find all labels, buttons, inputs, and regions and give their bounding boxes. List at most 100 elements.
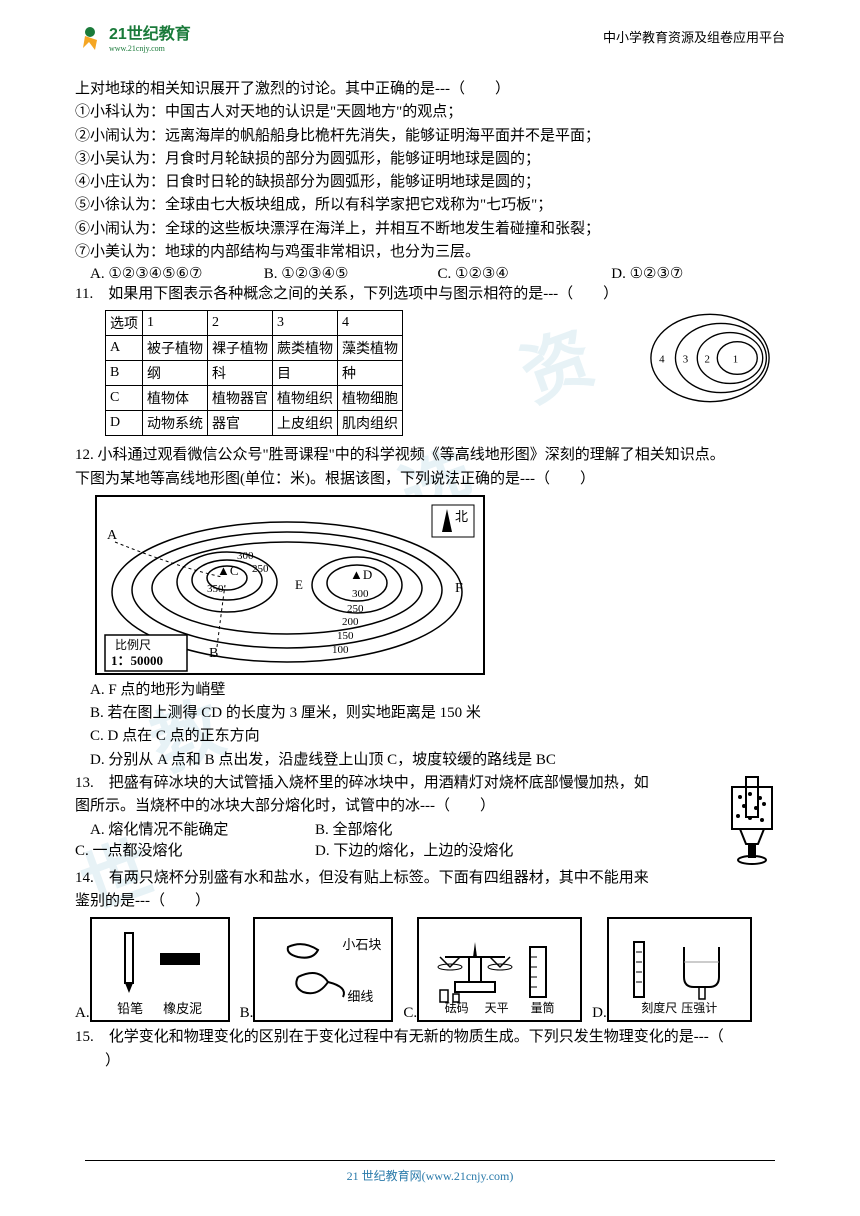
td: 植物组织 xyxy=(273,386,338,411)
label: 小石块 xyxy=(342,934,381,953)
td: 藻类植物 xyxy=(338,336,403,361)
th: 3 xyxy=(273,311,338,336)
td: D xyxy=(106,411,143,436)
q10-optA: A. ①②③④⑤⑥⑦ xyxy=(90,264,264,283)
q10-optD: D. ①②③⑦ xyxy=(611,264,785,283)
q14-box-a: 铅笔 橡皮泥 xyxy=(90,917,230,1022)
logo: 21世纪教育 www.21cnjy.com xyxy=(75,20,191,53)
svg-text:350: 350 xyxy=(207,583,224,595)
q10-s5: ⑤小徐认为：全球由七大板块组成，所以有科学家把它戏称为"七巧板"； xyxy=(75,194,785,217)
q14-box-d: 刻度尺 压强计 xyxy=(607,917,752,1022)
q14-b-prefix: B. xyxy=(240,1005,254,1022)
svg-text:100: 100 xyxy=(332,644,349,656)
page-footer: 21 世纪教育网(www.21cnjy.com) xyxy=(0,1160,860,1184)
svg-text:250: 250 xyxy=(252,563,269,575)
svg-text:4: 4 xyxy=(659,354,665,366)
td: C xyxy=(106,386,143,411)
q12-optA: A. F 点的地形为峭壁 xyxy=(75,679,785,702)
label: 铅笔 xyxy=(117,998,143,1017)
svg-text:2: 2 xyxy=(705,354,710,366)
q10-s6: ⑥小闹认为：全球的这些板块漂浮在海洋上，并相互不断地发生着碰撞和张裂； xyxy=(75,218,785,241)
svg-text:比例尺: 比例尺 xyxy=(115,638,151,652)
svg-text:▲C: ▲C xyxy=(217,563,239,578)
venn-diagram: 4 3 2 1 xyxy=(645,308,775,408)
svg-text:1：50000: 1：50000 xyxy=(111,653,163,668)
th: 选项 xyxy=(106,311,143,336)
q12-optC: C. D 点在 C 点的正东方向 xyxy=(75,725,785,748)
svg-text:200: 200 xyxy=(342,616,359,628)
td: 纲 xyxy=(143,361,208,386)
td: 肌肉组织 xyxy=(338,411,403,436)
td: 动物系统 xyxy=(143,411,208,436)
td: 蕨类植物 xyxy=(273,336,338,361)
q10-s2: ②小闹认为：远离海岸的帆船船身比桅杆先消失，能够证明海平面并不是平面； xyxy=(75,125,785,148)
q13-optD: D. 下边的熔化，上边的没熔化 xyxy=(315,839,513,860)
svg-text:E: E xyxy=(295,577,303,592)
q10-optB: B. ①②③④⑤ xyxy=(264,264,438,283)
q14-box-b: 小石块 细线 xyxy=(253,917,393,1022)
svg-text:北: 北 xyxy=(455,509,468,524)
th: 4 xyxy=(338,311,403,336)
q14-c-prefix: C. xyxy=(403,1005,417,1022)
q10-s7: ⑦小美认为：地球的内部结构与鸡蛋非常相识，也分为三层。 xyxy=(75,241,785,264)
q14-options: A. 铅笔 橡皮泥 B. 小石 xyxy=(75,917,785,1022)
q11-table: 选项 1 2 3 4 A 被子植物 裸子植物 蕨类植物 藻类植物 B 纲 科 目… xyxy=(105,310,403,436)
q14-line1: 14. 有两只烧杯分别盛有水和盐水，但没有贴上标签。下面有四组器材，其中不能用来 xyxy=(75,867,785,890)
svg-text:B: B xyxy=(209,646,218,661)
q15-text2: ） xyxy=(75,1050,785,1073)
q10-optC: C. ①②③④ xyxy=(438,264,612,283)
q13-optC: C. 一点都没熔化 xyxy=(75,839,315,860)
label: 压强计 xyxy=(681,999,717,1016)
th: 2 xyxy=(208,311,273,336)
td: B xyxy=(106,361,143,386)
contour-map: A B ▲C ▲D E F 300 250 350 300 250 200 15… xyxy=(95,495,485,675)
td: 裸子植物 xyxy=(208,336,273,361)
q12-line2: 下图为某地等高线地形图(单位：米)。根据该图，下列说法正确的是---（ ） xyxy=(75,468,785,491)
svg-text:▲D: ▲D xyxy=(350,567,372,582)
td: 植物器官 xyxy=(208,386,273,411)
q13-optB: B. 全部熔化 xyxy=(315,818,393,839)
svg-text:1: 1 xyxy=(733,354,738,366)
q10-intro: 上对地球的相关知识展开了激烈的讨论。其中正确的是---（ ） xyxy=(75,78,785,101)
footer-text: 21 世纪教育网(www.21cnjy.com) xyxy=(347,1169,514,1183)
svg-text:F: F xyxy=(455,581,463,596)
q10-s1: ①小科认为：中国古人对天地的认识是"天圆地方"的观点； xyxy=(75,101,785,124)
td: A xyxy=(106,336,143,361)
td: 种 xyxy=(338,361,403,386)
q11-text: 11. 如果用下图表示各种概念之间的关系，下列选项中与图示相符的是---（ ） xyxy=(75,283,785,306)
logo-sub-text: www.21cnjy.com xyxy=(109,44,191,53)
td: 器官 xyxy=(208,411,273,436)
svg-text:150: 150 xyxy=(337,630,354,642)
beaker-figure xyxy=(720,772,785,867)
q12-line1: 12. 小科通过观看微信公众号"胜哥课程"中的科学视频《等高线地形图》深刻的理解… xyxy=(75,444,785,467)
td: 科 xyxy=(208,361,273,386)
logo-icon xyxy=(75,22,105,52)
label: 砝码 xyxy=(445,999,469,1016)
q12-optB: B. 若在图上测得 CD 的长度为 3 厘米，则实地距离是 150 米 xyxy=(75,702,785,725)
q10-options: A. ①②③④⑤⑥⑦ B. ①②③④⑤ C. ①②③④ D. ①②③⑦ xyxy=(90,264,785,283)
svg-text:3: 3 xyxy=(683,354,689,366)
q14-a-prefix: A. xyxy=(75,1005,90,1022)
td: 目 xyxy=(273,361,338,386)
q12-optD: D. 分别从 A 点和 B 点出发，沿虚线登上山顶 C，坡度较缓的路线是 BC xyxy=(75,749,785,772)
svg-text:A: A xyxy=(107,528,118,543)
q14-box-c: 砝码 天平 量筒 xyxy=(417,917,582,1022)
q13-line2: 图所示。当烧杯中的冰块大部分熔化时，试管中的冰---（ ） xyxy=(75,795,712,818)
svg-text:300: 300 xyxy=(352,588,369,600)
label: 量筒 xyxy=(531,999,555,1016)
q13-line1: 13. 把盛有碎冰块的大试管插入烧杯里的碎冰块中，用酒精灯对烧杯底部慢慢加热，如 xyxy=(75,772,712,795)
td: 上皮组织 xyxy=(273,411,338,436)
label: 天平 xyxy=(485,999,509,1016)
label: 细线 xyxy=(347,986,373,1005)
q10-s4: ④小庄认为：日食时日轮的缺损部分为圆弧形，能够证明地球是圆的； xyxy=(75,171,785,194)
td: 植物细胞 xyxy=(338,386,403,411)
td: 植物体 xyxy=(143,386,208,411)
logo-main-text: 21世纪教育 xyxy=(109,20,191,44)
q13-optA: A. 熔化情况不能确定 xyxy=(75,818,315,839)
content: 上对地球的相关知识展开了激烈的讨论。其中正确的是---（ ） ①小科认为：中国古… xyxy=(0,63,860,1073)
label: 橡皮泥 xyxy=(163,998,202,1017)
page-header: 21世纪教育 www.21cnjy.com 中小学教育资源及组卷应用平台 xyxy=(0,0,860,63)
td: 被子植物 xyxy=(143,336,208,361)
label: 刻度尺 xyxy=(641,999,677,1016)
q10-s3: ③小吴认为：月食时月轮缺损的部分为圆弧形，能够证明地球是圆的； xyxy=(75,148,785,171)
